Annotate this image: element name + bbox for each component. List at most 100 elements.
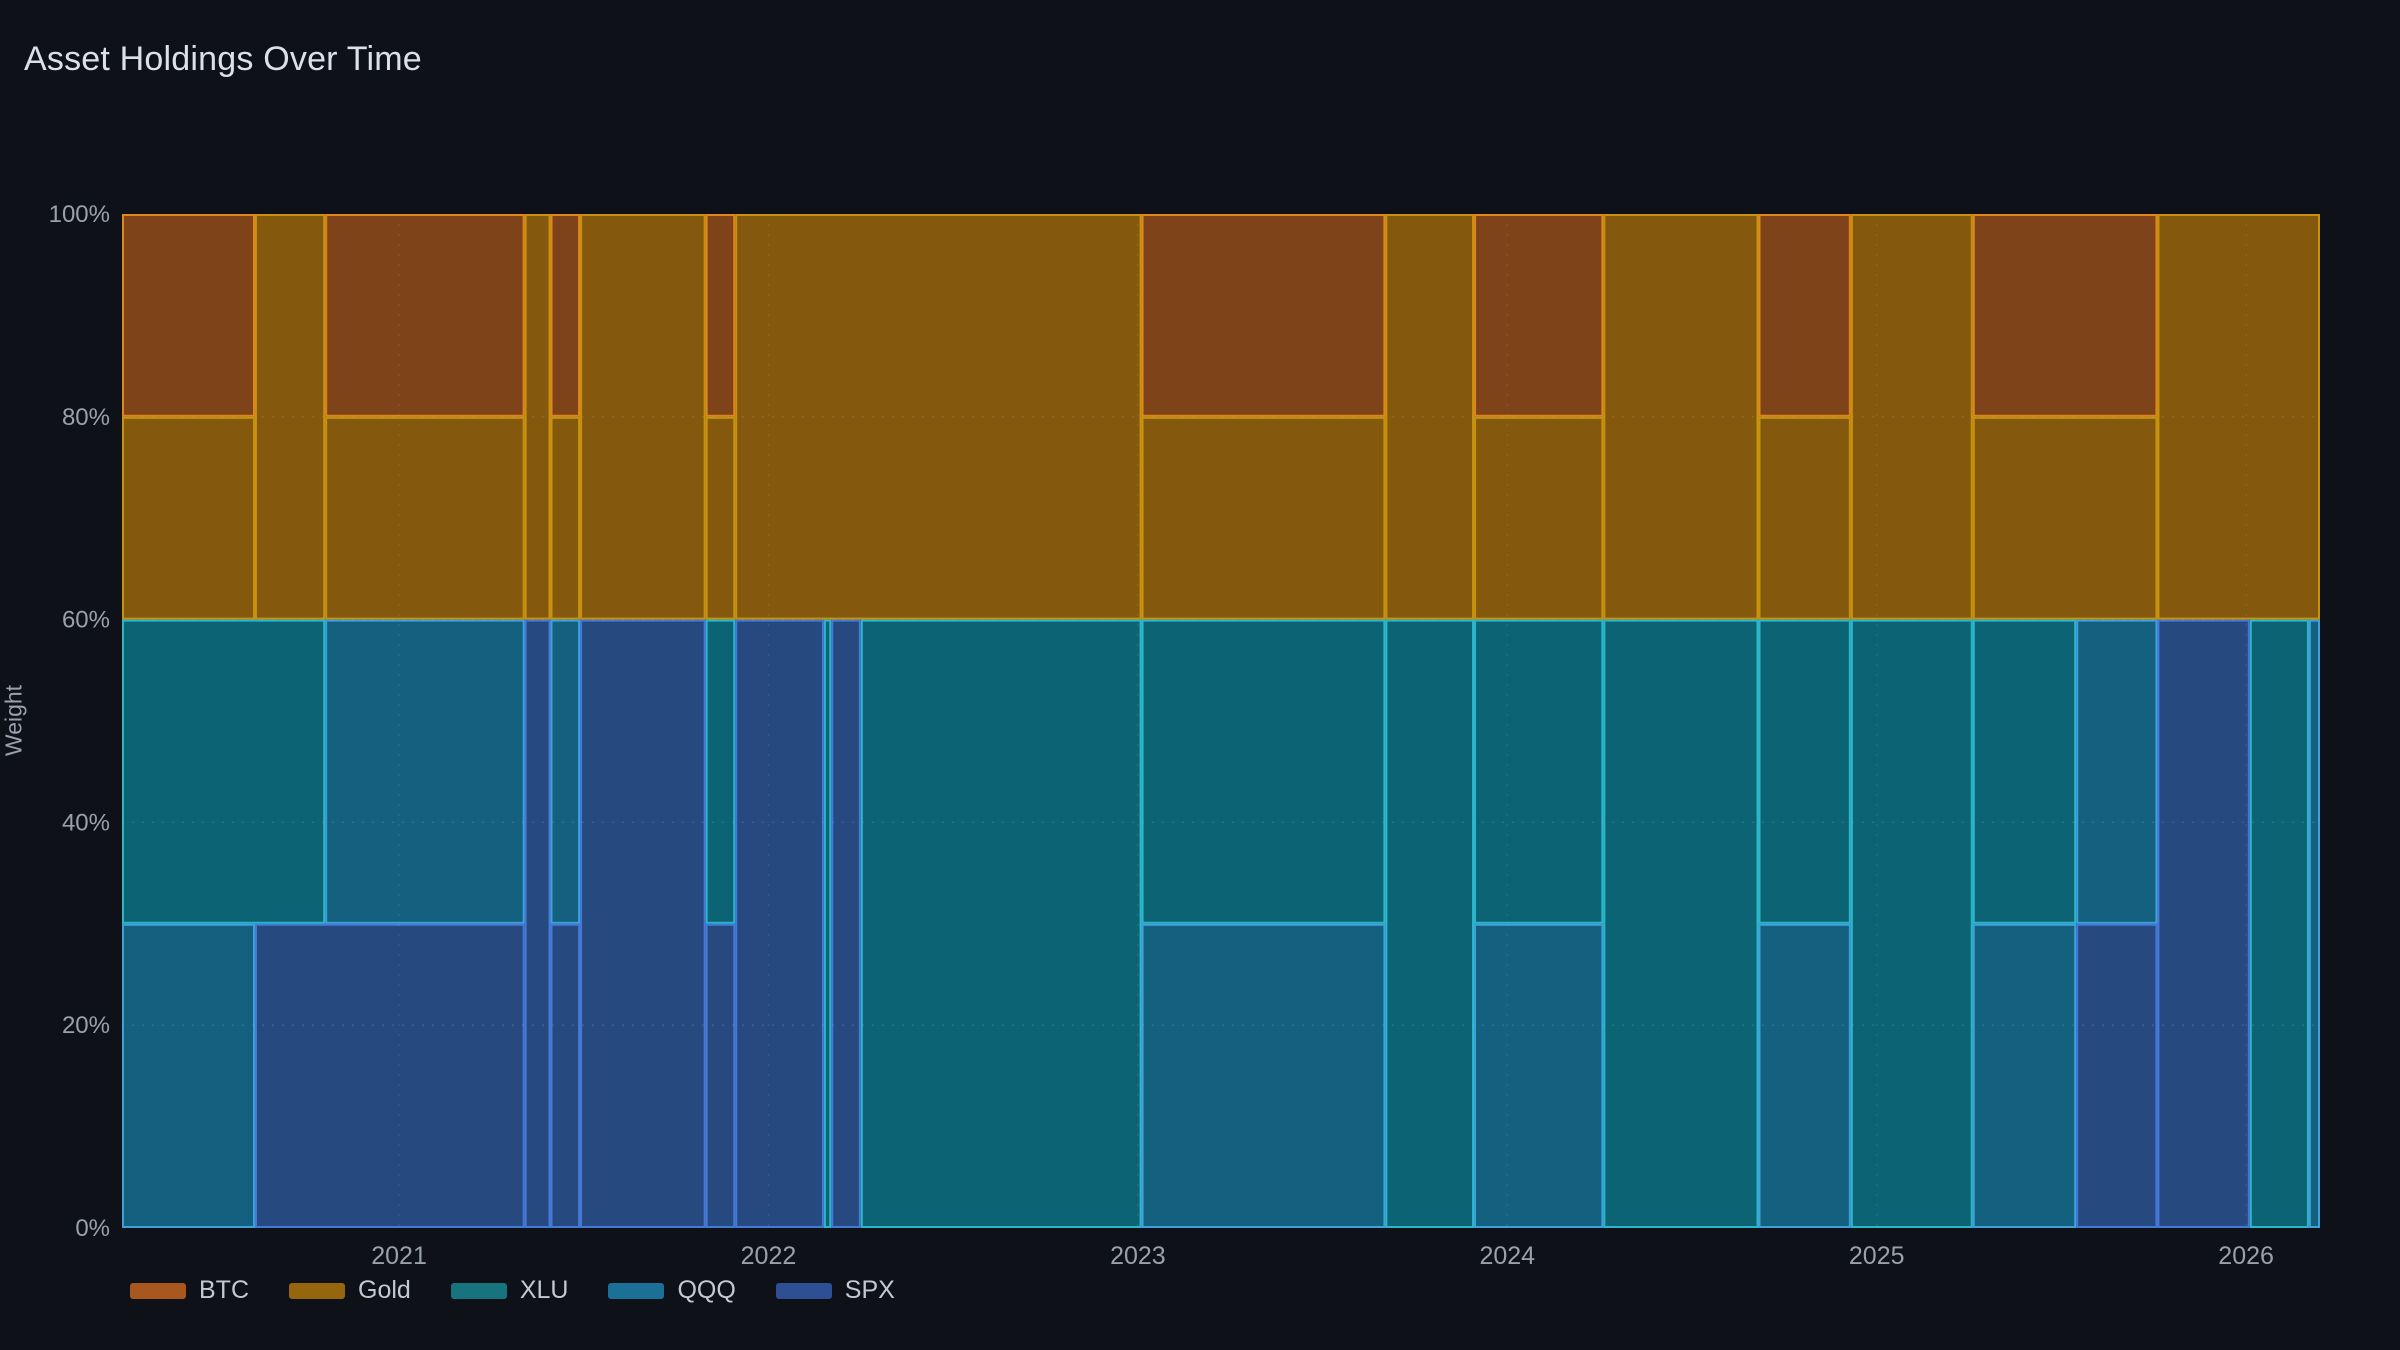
area-segment-Gold[interactable] xyxy=(122,416,255,620)
area-segment-XLU[interactable] xyxy=(1141,619,1386,924)
area-segment-QQQ[interactable] xyxy=(1474,923,1604,1228)
area-segment-XLU[interactable] xyxy=(1758,619,1851,924)
area-segment-QQQ[interactable] xyxy=(122,923,255,1228)
area-border-BTC xyxy=(1141,214,1386,417)
area-segment-Gold[interactable] xyxy=(1603,214,1759,620)
area-border-BTC xyxy=(1972,214,2158,417)
area-segment-QQQ[interactable] xyxy=(1972,923,2077,1228)
area-segment-Gold[interactable] xyxy=(1385,214,1475,620)
area-segment-XLU[interactable] xyxy=(1850,619,1973,1228)
area-segment-SPX[interactable] xyxy=(2076,923,2158,1228)
area-segment-XLU[interactable] xyxy=(2249,619,2309,1228)
area-segment-BTC[interactable] xyxy=(1758,214,1851,417)
area-segment-XLU[interactable] xyxy=(705,619,736,924)
area-segment-XLU[interactable] xyxy=(1972,619,2077,924)
area-segment-SPX[interactable] xyxy=(580,619,706,1228)
area-border-BTC xyxy=(325,214,525,417)
y-tick-label: 20% xyxy=(62,1012,110,1039)
area-segment-Gold[interactable] xyxy=(550,416,581,620)
legend-item-qqq[interactable]: QQQ xyxy=(608,1276,736,1305)
area-segment-XLU[interactable] xyxy=(1385,619,1475,1228)
area-border-Gold xyxy=(705,416,736,620)
area-segment-QQQ[interactable] xyxy=(2076,619,2158,924)
legend-swatch xyxy=(775,1282,832,1299)
area-border-BTC xyxy=(705,214,736,417)
area-border-XLU xyxy=(122,619,326,924)
area-segment-BTC[interactable] xyxy=(1141,214,1386,417)
area-segment-Gold[interactable] xyxy=(1141,416,1386,620)
area-segment-BTC[interactable] xyxy=(1972,214,2158,417)
area-border-Gold xyxy=(1141,416,1386,620)
x-tick-label: 2022 xyxy=(741,1242,797,1270)
area-segment-Gold[interactable] xyxy=(1850,214,1973,620)
area-segment-Gold[interactable] xyxy=(2157,214,2320,620)
area-segment-SPX[interactable] xyxy=(735,619,824,1228)
area-segment-BTC[interactable] xyxy=(325,214,525,417)
area-border-SPX xyxy=(705,923,736,1228)
area-segment-Gold[interactable] xyxy=(325,416,525,620)
area-segment-Gold[interactable] xyxy=(1474,416,1604,620)
area-border-XLU xyxy=(1603,619,1759,1228)
legend-item-btc[interactable]: BTC xyxy=(130,1276,249,1305)
area-segment-XLU[interactable] xyxy=(823,619,832,1228)
area-segment-BTC[interactable] xyxy=(1474,214,1604,417)
legend-item-xlu[interactable]: XLU xyxy=(450,1276,568,1305)
area-border-Gold xyxy=(1474,416,1604,620)
y-tick-label: 100% xyxy=(49,201,110,228)
area-segment-XLU[interactable] xyxy=(1474,619,1604,924)
area-border-XLU xyxy=(1474,619,1604,924)
area-border-QQQ xyxy=(2308,619,2321,1228)
area-segment-SPX[interactable] xyxy=(254,923,525,1228)
area-border-Gold xyxy=(1758,416,1851,620)
area-border-QQQ xyxy=(325,619,525,924)
y-tick-label: 60% xyxy=(62,607,110,634)
area-segment-SPX[interactable] xyxy=(705,923,736,1228)
area-segment-QQQ[interactable] xyxy=(2308,619,2320,1228)
area-border-XLU xyxy=(1850,619,1973,1228)
area-border-Gold xyxy=(580,214,706,620)
area-segment-QQQ[interactable] xyxy=(550,619,581,924)
area-segment-Gold[interactable] xyxy=(1758,416,1851,620)
area-border-XLU xyxy=(1972,619,2077,924)
area-border-Gold xyxy=(524,214,551,620)
y-tick-label: 40% xyxy=(62,809,110,836)
area-border-XLU xyxy=(860,619,1142,1228)
area-segment-QQQ[interactable] xyxy=(325,619,525,924)
area-border-Gold xyxy=(735,214,1142,620)
area-segment-QQQ[interactable] xyxy=(1758,923,1851,1228)
area-segment-SPX[interactable] xyxy=(550,923,581,1228)
legend-swatch xyxy=(130,1282,186,1299)
area-segment-SPX[interactable] xyxy=(2157,619,2250,1228)
area-border-Gold xyxy=(1385,214,1475,620)
legend-item-gold[interactable]: Gold xyxy=(289,1276,411,1305)
area-segment-Gold[interactable] xyxy=(254,214,326,620)
area-segment-SPX[interactable] xyxy=(831,619,861,1228)
area-border-SPX xyxy=(2076,923,2158,1228)
area-border-XLU xyxy=(823,619,832,1228)
legend-item-spx[interactable]: SPX xyxy=(775,1276,895,1305)
area-segment-BTC[interactable] xyxy=(705,214,736,417)
area-segment-XLU[interactable] xyxy=(1603,619,1759,1228)
area-segment-Gold[interactable] xyxy=(735,214,1142,620)
area-segment-BTC[interactable] xyxy=(550,214,581,417)
area-border-Gold xyxy=(325,416,525,620)
area-border-Gold xyxy=(550,416,581,620)
area-segment-Gold[interactable] xyxy=(524,214,551,620)
area-segment-XLU[interactable] xyxy=(860,619,1142,1228)
area-border-XLU xyxy=(1141,619,1386,924)
area-segment-Gold[interactable] xyxy=(705,416,736,620)
x-tick-label: 2021 xyxy=(371,1242,427,1270)
area-border-Gold xyxy=(1603,214,1759,620)
area-border-BTC xyxy=(550,214,581,417)
area-border-SPX xyxy=(735,619,824,1228)
area-segment-XLU[interactable] xyxy=(122,619,326,924)
area-border-QQQ xyxy=(550,619,581,924)
x-tick-label: 2025 xyxy=(1849,1242,1905,1270)
area-segment-QQQ[interactable] xyxy=(1141,923,1386,1228)
area-segment-Gold[interactable] xyxy=(1972,416,2158,620)
area-segment-Gold[interactable] xyxy=(580,214,706,620)
area-segment-SPX[interactable] xyxy=(524,619,551,1228)
area-segment-BTC[interactable] xyxy=(122,214,255,417)
page-title: Asset Holdings Over Time xyxy=(24,40,422,78)
